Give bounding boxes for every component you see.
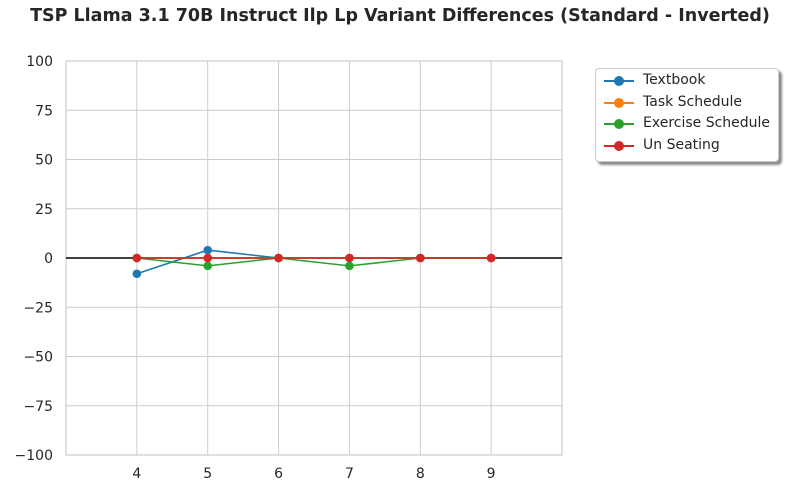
y-tick-label: −50 [23,350,53,366]
y-tick-label: −100 [15,448,53,464]
legend-item: Exercise Schedule [596,114,778,134]
data-point [203,261,213,271]
legend-item: Task Schedule [596,93,778,113]
data-point [203,253,213,263]
x-tick-label: 7 [345,466,354,482]
series-line [136,257,492,267]
data-point [486,253,496,263]
x-tick-label: 8 [416,466,425,482]
legend-marker-icon [614,76,624,86]
data-point [345,261,354,271]
legend-item: Un Seating [596,136,778,156]
y-tick-label: 50 [35,153,53,169]
legend-marker-icon [614,97,624,108]
y-tick-label: −75 [23,399,53,415]
x-tick-label: 5 [203,466,212,482]
data-point [415,253,425,263]
y-tick-label: 100 [26,54,53,70]
y-tick-label: 75 [35,103,53,119]
chart-title: TSP Llama 3.1 70B Instruct Ilp Lp Varian… [30,6,770,26]
legend-marker-icon [614,119,624,129]
x-tick-label: 9 [487,466,496,482]
y-tick-label: 0 [44,251,53,267]
legend-label: Exercise Schedule [643,115,771,131]
legend: Textbook Task Schedule Exercise Schedule Un… [595,68,779,162]
legend-item: Textbook [596,71,778,91]
data-point [203,245,213,255]
data-point [132,269,142,279]
legend-marker-icon [614,140,624,151]
y-tick-label: 25 [35,202,53,218]
y-tick-label: −25 [23,300,53,316]
legend-label: Un Seating [643,136,720,153]
legend-label: Task Schedule [643,93,742,110]
data-point [132,253,142,263]
x-tick-label: 6 [274,466,283,482]
legend-label: Textbook [643,72,706,88]
x-tick-label: 4 [132,466,141,482]
data-point [345,253,354,263]
data-point [274,253,283,263]
